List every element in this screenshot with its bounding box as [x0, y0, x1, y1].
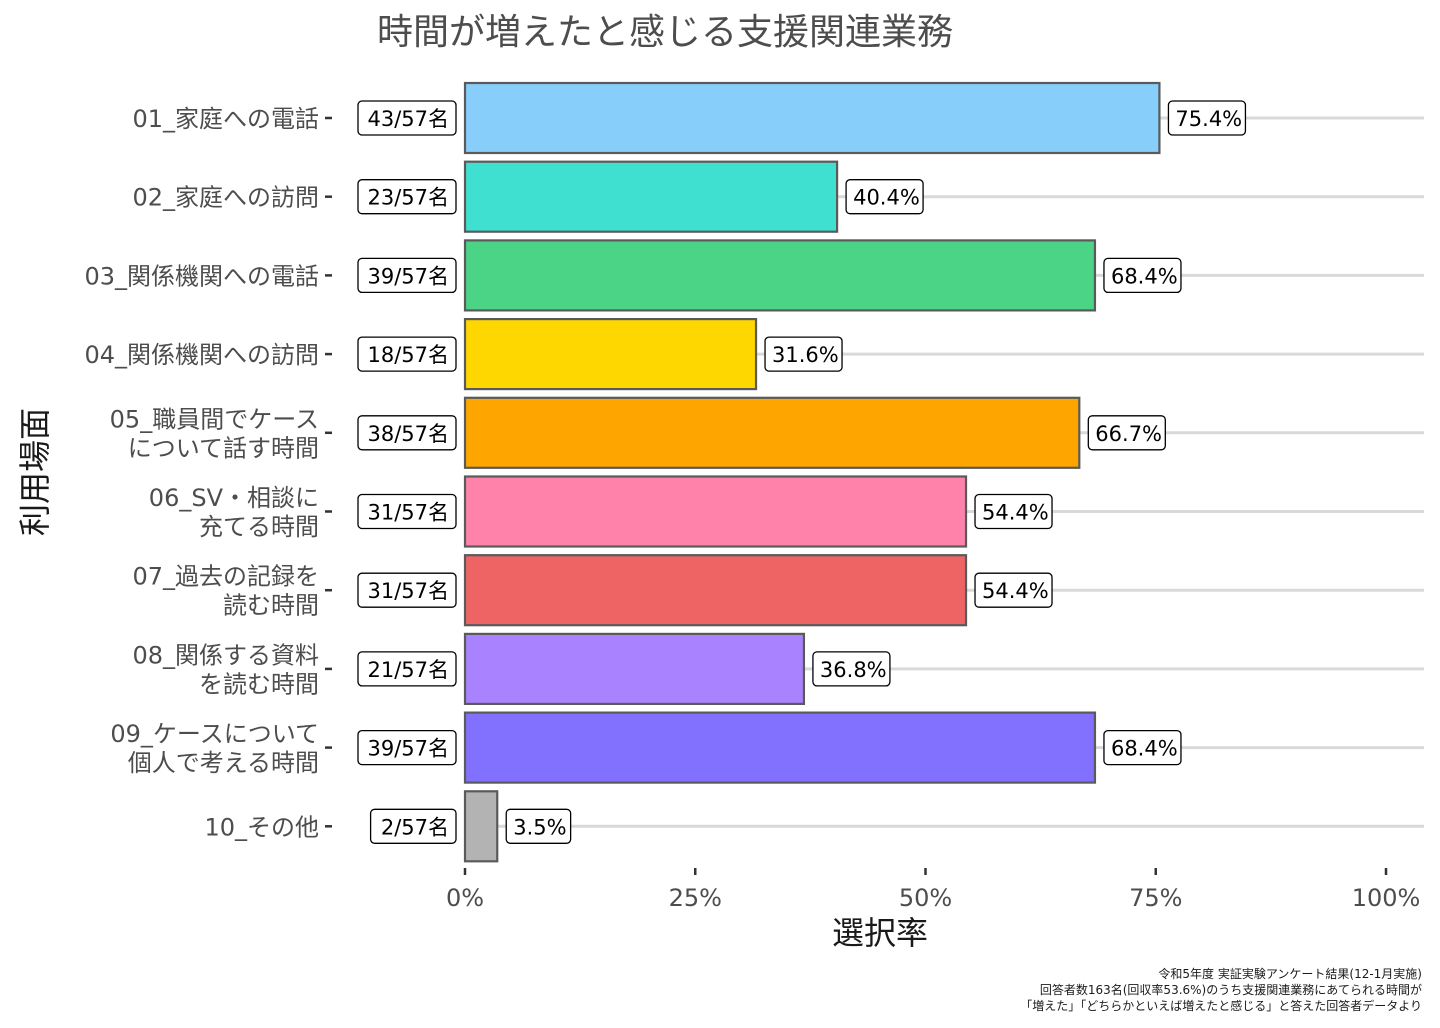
x-axis-title: 選択率	[832, 914, 928, 952]
count-label-box	[357, 415, 457, 451]
category-label: 06_SV・相談に	[149, 484, 319, 512]
category-label: 09_ケースについて	[110, 720, 319, 748]
bar	[463, 554, 968, 627]
category-label: 05_職員間でケース	[110, 405, 319, 433]
bar	[463, 239, 1097, 312]
bars: 75.4% 43/57名 40.4% 23/57名 68.4% 39/57名 31.6% 18…	[357, 81, 1247, 863]
y-axis-title: 利用場面	[16, 408, 54, 536]
count-label-box	[357, 729, 457, 766]
count-label-box	[357, 572, 457, 608]
count-label: 2/57名	[381, 815, 449, 839]
count-label: 21/57名	[367, 658, 449, 682]
count-label: 39/57名	[367, 264, 449, 288]
x-tick-label: 25%	[669, 884, 722, 912]
caption: 令和5年度 実証実験アンケート結果(12-1月実施)回答者数163名(回収率53…	[1020, 966, 1422, 1013]
bar	[463, 318, 758, 391]
chart-title: 時間が増えたと感じる支援関連業務	[377, 12, 953, 53]
count-label-box	[357, 257, 457, 294]
caption-line: 令和5年度 実証実験アンケート結果(12-1月実施)	[1158, 966, 1422, 981]
value-label: 3.5%	[513, 815, 566, 839]
bar	[463, 396, 1081, 469]
x-tick-label: 75%	[1129, 884, 1182, 912]
value-label: 68.4%	[1111, 264, 1178, 288]
count-label: 31/57名	[367, 501, 449, 525]
count-label: 39/57名	[367, 737, 449, 761]
x-tick-label: 0%	[446, 884, 484, 912]
value-label-box	[1167, 100, 1247, 136]
value-label: 75.4%	[1175, 107, 1242, 131]
bar	[463, 711, 1097, 784]
bar	[463, 632, 806, 706]
value-label-box	[812, 651, 891, 687]
value-axis: 0% 25% 50% 75% 100%	[446, 868, 1420, 912]
category-label: 10_その他	[204, 813, 319, 841]
category-label: 個人で考える時間	[128, 749, 319, 777]
count-label-box	[357, 651, 457, 687]
category-axis: 01_家庭への電話 02_家庭への訪問 03_関係機関への電話 04_関係機関への訪問…	[84, 105, 332, 841]
x-tick-label: 100%	[1352, 884, 1421, 912]
value-label: 36.8%	[820, 658, 887, 682]
category-label: 04_関係機関への訪問	[84, 341, 319, 369]
value-label: 31.6%	[772, 343, 839, 367]
category-label: 充てる時間	[199, 513, 319, 541]
category-label: について話す時間	[128, 434, 319, 462]
value-label-box	[1103, 729, 1182, 766]
count-label: 38/57名	[367, 422, 449, 446]
x-tick-label: 50%	[899, 884, 952, 912]
count-label-box	[357, 179, 457, 215]
value-label: 54.4%	[982, 501, 1049, 525]
category-label: 07_過去の記録を	[132, 563, 319, 591]
value-label-box	[845, 179, 924, 215]
bar	[463, 81, 1161, 155]
value-label-box	[974, 493, 1053, 530]
category-label: 02_家庭への訪問	[132, 184, 319, 212]
value-label-box	[764, 336, 843, 372]
count-label: 18/57名	[367, 343, 449, 367]
count-label: 43/57名	[367, 107, 449, 131]
bar	[463, 475, 968, 548]
count-label-box	[357, 493, 457, 530]
value-label-box	[1103, 257, 1182, 294]
category-label: 01_家庭への電話	[132, 105, 319, 133]
category-label: 読む時間	[223, 592, 319, 620]
caption-line: 「増えた」「どちらかといえば増えたと感じる」と答えた回答者データより	[1020, 998, 1422, 1013]
category-label: 03_関係機関への電話	[84, 262, 319, 290]
value-label-box	[974, 572, 1053, 608]
value-label: 68.4%	[1111, 737, 1178, 761]
bar	[463, 160, 839, 233]
value-label: 40.4%	[853, 186, 920, 210]
category-label: を読む時間	[199, 670, 319, 698]
count-label-box	[357, 100, 457, 136]
bar	[463, 790, 499, 863]
caption-line: 回答者数163名(回収率53.6%)のうち支援関連業務にあてられる時間が	[1040, 982, 1422, 997]
count-label: 31/57名	[367, 579, 449, 603]
count-label: 23/57名	[367, 186, 449, 210]
count-label-box	[357, 336, 457, 372]
value-label-box	[505, 808, 572, 844]
category-label: 08_関係する資料	[132, 641, 319, 669]
value-label-box	[1087, 415, 1166, 451]
count-label-box	[369, 808, 457, 844]
value-label: 66.7%	[1095, 422, 1162, 446]
value-label: 54.4%	[982, 579, 1049, 603]
